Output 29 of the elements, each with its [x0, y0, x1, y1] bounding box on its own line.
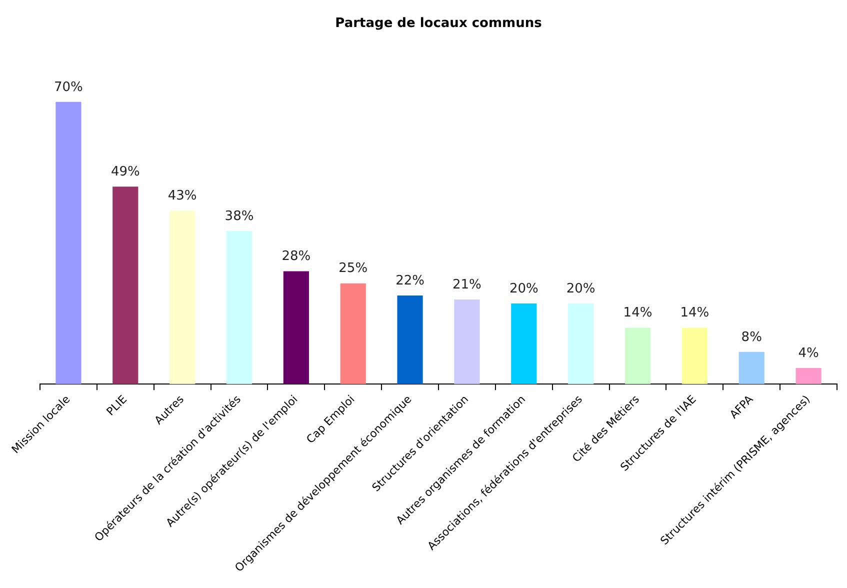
- bar: [112, 186, 138, 384]
- bar: [454, 299, 480, 384]
- bar: [170, 210, 196, 384]
- data-label: 70%: [54, 80, 83, 95]
- bar: [738, 352, 764, 384]
- data-label: 28%: [282, 249, 311, 264]
- bar: [568, 304, 594, 384]
- bar: [624, 328, 651, 384]
- data-label: 22%: [396, 273, 424, 288]
- data-label: 8%: [741, 330, 762, 345]
- data-label: 43%: [168, 188, 197, 204]
- bar: [340, 283, 366, 384]
- bar: [226, 230, 252, 384]
- chart-title: Partage de locaux communs: [335, 16, 542, 32]
- bar: [283, 271, 309, 384]
- bar: [682, 328, 708, 384]
- bar: [511, 304, 537, 384]
- bar: [397, 295, 423, 384]
- data-label: 14%: [680, 306, 710, 321]
- data-label: 38%: [224, 208, 254, 224]
- data-label: 20%: [566, 281, 596, 296]
- data-label: 25%: [338, 261, 368, 276]
- data-label: 21%: [452, 277, 482, 292]
- data-label: 49%: [110, 164, 140, 180]
- data-label: 14%: [623, 306, 652, 321]
- data-label: 4%: [798, 346, 819, 361]
- bar: [796, 368, 822, 384]
- bar: [56, 102, 82, 384]
- data-label: 20%: [509, 281, 538, 296]
